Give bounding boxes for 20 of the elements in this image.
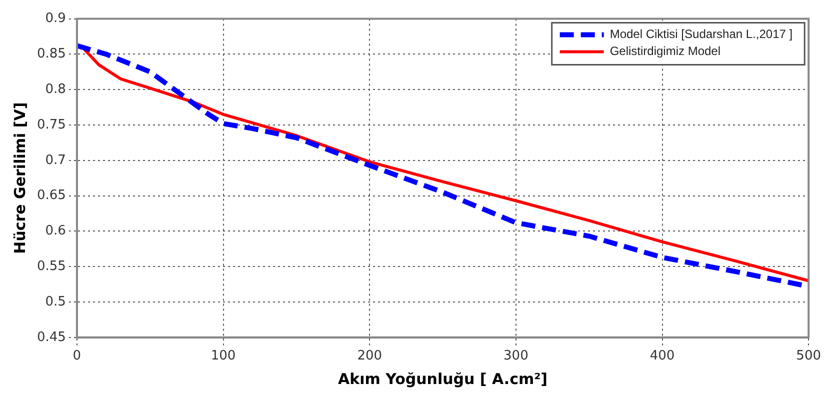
legend-label: Gelistirdigimiz Model xyxy=(610,44,721,58)
x-tick-label: 0 xyxy=(72,348,82,364)
legend-label: Model Ciktisi [Sudarshan L.,2017 ] xyxy=(610,27,793,42)
y-tick-label: 0.65 xyxy=(36,188,66,204)
y-tick-label: 0.45 xyxy=(36,330,66,345)
y-tick-label: 0.85 xyxy=(36,46,66,62)
y-tick-label: 0.8 xyxy=(45,82,66,97)
y-tick-label: 0.6 xyxy=(45,224,66,239)
y-tick-label: 0.9 xyxy=(45,11,66,26)
x-tick-label: 500 xyxy=(796,348,822,364)
x-axis-title: Akım Yoğunluğu [ A.cm²] xyxy=(338,370,548,388)
y-tick-label: 0.55 xyxy=(36,258,66,274)
y-tick-label: 0.5 xyxy=(45,294,66,310)
y-axis-title: Hücre Gerilimi [V] xyxy=(10,102,29,254)
y-tick-label: 0.7 xyxy=(45,152,66,168)
y-tick-label: 0.75 xyxy=(36,117,66,132)
x-tick-label: 400 xyxy=(650,348,675,364)
x-tick-label: 300 xyxy=(504,348,528,364)
x-tick-label: 100 xyxy=(210,348,236,364)
x-tick-label: 200 xyxy=(357,348,382,364)
